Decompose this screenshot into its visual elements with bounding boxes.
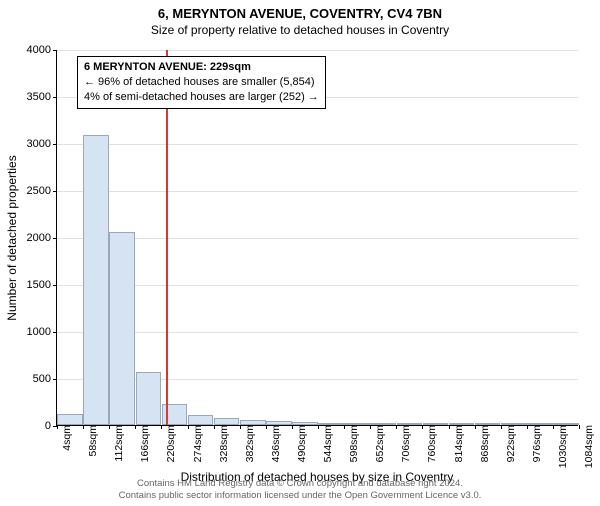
histogram-bar: [109, 232, 135, 425]
chart-area: Number of detached properties 0500100015…: [56, 50, 578, 426]
x-tick-label: 922sqm: [501, 425, 517, 462]
histogram-bar: [449, 423, 475, 425]
histogram-bar: [527, 423, 553, 425]
x-tick-label: 706sqm: [396, 425, 412, 462]
x-tick-label: 166sqm: [135, 425, 151, 462]
x-tick-label: 544sqm: [318, 425, 334, 462]
histogram-bar: [501, 423, 527, 425]
histogram-bar: [83, 135, 109, 425]
y-axis-label: Number of detached properties: [5, 155, 19, 320]
x-tick-label: 976sqm: [527, 425, 543, 462]
y-tick-mark: [53, 332, 57, 333]
histogram-bar: [423, 423, 449, 425]
x-tick-label: 4sqm: [57, 425, 73, 451]
gridline: [57, 191, 578, 192]
footer-attribution: Contains HM Land Registry data © Crown c…: [0, 478, 600, 502]
histogram-bar: [318, 423, 344, 425]
x-tick-label: 382sqm: [240, 425, 256, 462]
y-tick-mark: [53, 379, 57, 380]
histogram-bar: [214, 418, 240, 425]
x-tick-label: 814sqm: [449, 425, 465, 462]
histogram-bar: [475, 423, 501, 425]
histogram-bar: [136, 372, 162, 425]
x-tick-label: 760sqm: [422, 425, 438, 462]
x-tick-label: 1030sqm: [553, 425, 569, 468]
gridline: [57, 238, 578, 239]
x-tick-label: 490sqm: [292, 425, 308, 462]
histogram-bar: [344, 423, 370, 425]
annotation-line-3: 4% of semi-detached houses are larger (2…: [84, 90, 319, 105]
gridline: [57, 50, 578, 51]
gridline: [57, 285, 578, 286]
histogram-bar: [370, 423, 396, 425]
y-tick-mark: [53, 97, 57, 98]
histogram-bar: [292, 422, 318, 425]
footer-line-1: Contains HM Land Registry data © Crown c…: [0, 478, 600, 490]
x-tick-label: 652sqm: [370, 425, 386, 462]
annotation-line-1: 6 MERYNTON AVENUE: 229sqm: [84, 60, 319, 75]
x-tick-label: 220sqm: [161, 425, 177, 462]
annotation-box: 6 MERYNTON AVENUE: 229sqm← 96% of detach…: [77, 56, 326, 109]
annotation-line-2: ← 96% of detached houses are smaller (5,…: [84, 75, 319, 90]
x-tick-label: 1084sqm: [579, 425, 595, 468]
chart-title-main: 6, MERYNTON AVENUE, COVENTRY, CV4 7BN: [0, 6, 600, 21]
histogram-bar: [57, 414, 83, 425]
y-tick-mark: [53, 191, 57, 192]
y-tick-mark: [53, 238, 57, 239]
gridline: [57, 144, 578, 145]
x-tick-label: 58sqm: [83, 425, 99, 457]
x-tick-label: 328sqm: [214, 425, 230, 462]
histogram-bar: [553, 423, 579, 425]
histogram-bar: [240, 420, 266, 425]
histogram-bar: [266, 421, 292, 425]
x-tick-label: 112sqm: [109, 425, 125, 462]
plot-region: 050010001500200025003000350040004sqm58sq…: [56, 50, 578, 426]
histogram-bar: [397, 423, 423, 425]
x-tick-label: 274sqm: [188, 425, 204, 462]
chart-title-sub: Size of property relative to detached ho…: [0, 23, 600, 37]
footer-line-2: Contains public sector information licen…: [0, 490, 600, 502]
y-tick-mark: [53, 50, 57, 51]
x-tick-label: 436sqm: [266, 425, 282, 462]
y-tick-mark: [53, 144, 57, 145]
x-tick-label: 598sqm: [344, 425, 360, 462]
y-tick-mark: [53, 285, 57, 286]
gridline: [57, 332, 578, 333]
x-tick-label: 868sqm: [475, 425, 491, 462]
histogram-bar: [188, 415, 214, 425]
